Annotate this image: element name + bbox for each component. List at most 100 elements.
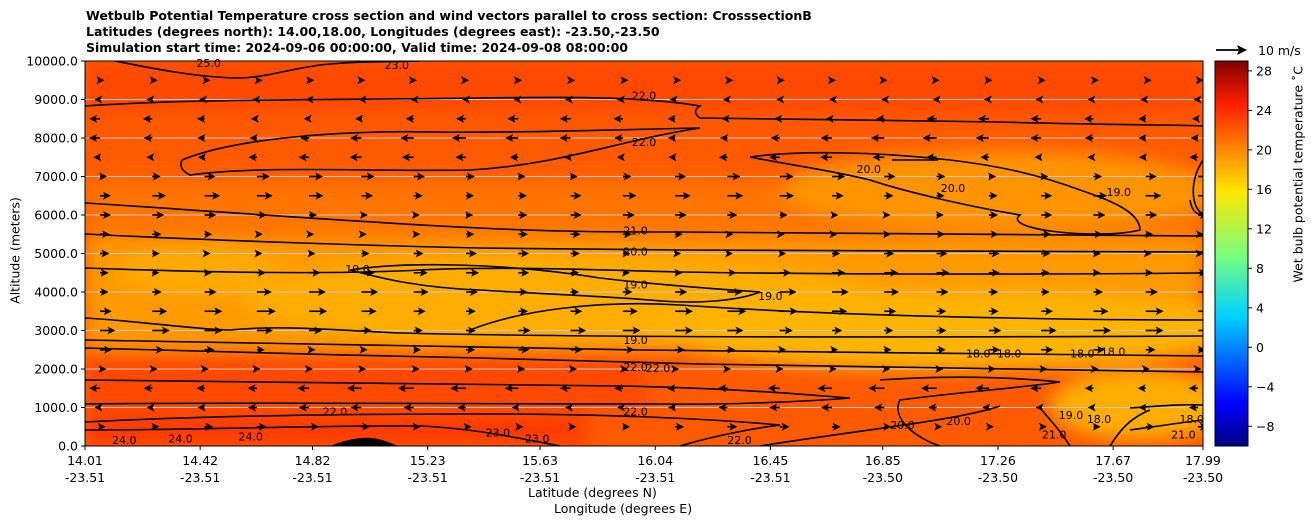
- wind-vector: [1093, 307, 1109, 316]
- contour-label: 19.0: [1106, 186, 1131, 199]
- contour-label: 22.0: [623, 405, 648, 418]
- wind-vector: [361, 191, 374, 200]
- wind-vector: [727, 211, 738, 219]
- wind-vector: [1030, 114, 1042, 123]
- wind-vector: [872, 153, 885, 162]
- wind-vector: [94, 95, 103, 104]
- wind-vector: [152, 211, 165, 219]
- wind-vector: [518, 230, 528, 239]
- wind-vector: [775, 365, 784, 373]
- wind-vector: [397, 384, 414, 393]
- y-tick-label: 5000.0: [34, 246, 78, 261]
- wind-vector: [932, 95, 941, 104]
- wind-vector: [985, 422, 994, 431]
- contour-label: 20.0: [890, 419, 915, 432]
- contour-22-lower-right: [759, 405, 1001, 446]
- wind-vector: [622, 326, 641, 335]
- wind-vector: [256, 268, 266, 277]
- wind-vector: [980, 153, 989, 162]
- wind-vector: [93, 153, 102, 162]
- colorbar-ticks: 28 24 20 16 12 8 4 0 −4 −8: [1248, 63, 1274, 434]
- wind-vector: [204, 307, 223, 316]
- wind-vector: [305, 95, 314, 104]
- wind-vector: [567, 76, 576, 85]
- wind-vector: [1198, 194, 1203, 197]
- wind-vector: [1084, 384, 1094, 393]
- title-line-2: Latitudes (degrees north): 14.00,18.00, …: [86, 24, 660, 39]
- wind-vector: [1193, 95, 1202, 104]
- wind-vector: [884, 326, 894, 335]
- wind-vector: [358, 95, 367, 104]
- x-tick-label-lon: -23.50: [978, 470, 1018, 485]
- wind-vector: [204, 288, 217, 296]
- wind-vector: [674, 230, 683, 239]
- wind-vector: [1087, 95, 1096, 104]
- wind-vector: [988, 288, 999, 296]
- contour-label: 22.0: [323, 405, 348, 418]
- wind-vector: [821, 403, 832, 412]
- wind-vector: [671, 365, 680, 373]
- wind-vector: [934, 422, 943, 431]
- wind-vector: [357, 76, 366, 85]
- wind-vector: [466, 268, 480, 277]
- wind-vector: [1041, 326, 1057, 335]
- wind-vector: [143, 384, 153, 393]
- colorbar-tick-label: −8: [1256, 419, 1274, 434]
- wind-vector: [200, 365, 209, 373]
- wind-vector: [569, 172, 578, 181]
- wind-vector: [727, 307, 747, 316]
- contour-label: 20.0: [946, 415, 971, 428]
- contour-19-right: [1192, 159, 1203, 216]
- x-axis: 14.01 -23.51 14.42 -23.51 14.82 -23.51 15.23 -2…: [65, 446, 1223, 485]
- wind-vector: [413, 307, 426, 316]
- wind-vector: [256, 191, 273, 200]
- wind-vector: [559, 134, 571, 142]
- wind-vector: [620, 365, 629, 373]
- wind-vector: [935, 211, 944, 219]
- x-tick-label-lat: 14.01: [67, 453, 103, 468]
- contour-18: [85, 347, 1203, 373]
- wind-vector: [361, 268, 375, 277]
- wind-vector: [350, 134, 362, 142]
- contour-21-lower: [85, 413, 781, 446]
- contour-19-lower: [469, 302, 1203, 331]
- wind-vector: [466, 326, 476, 335]
- wind-vector: [988, 249, 1000, 258]
- wind-vector: [876, 114, 885, 123]
- wind-vector: [309, 191, 324, 200]
- wind-vector: [358, 365, 367, 373]
- wind-vector: [152, 288, 162, 296]
- wind-vector: [617, 403, 626, 412]
- wind-vector: [1145, 191, 1162, 200]
- contour-label: 24.0: [168, 432, 193, 445]
- wind-vector: [94, 403, 103, 412]
- wind-vector: [725, 230, 734, 239]
- wind-vector: [254, 230, 263, 239]
- contour-label: 22.0: [727, 434, 752, 447]
- wind-vector: [355, 114, 364, 123]
- title-line-1: Wetbulb Potential Temperature cross sect…: [86, 8, 812, 23]
- contour-label: 23.0: [486, 427, 511, 440]
- wind-vector: [361, 422, 371, 431]
- wind-vector: [248, 153, 257, 162]
- wind-vector: [518, 211, 528, 219]
- contour-19-right2: [1109, 409, 1151, 446]
- wind-vector: [464, 365, 473, 373]
- wind-vector: [936, 230, 945, 239]
- contour-25: [114, 61, 421, 79]
- wind-vector: [568, 365, 577, 373]
- wind-vector: [668, 403, 677, 412]
- colorbar-tick-label: 12: [1256, 221, 1272, 236]
- wind-vector: [405, 114, 414, 123]
- contour-label: 22.0: [632, 90, 657, 103]
- wind-vector: [1145, 345, 1156, 354]
- wind-vector: [675, 288, 688, 296]
- wind-vector: [412, 422, 421, 431]
- wind-vector: [727, 172, 741, 181]
- wind-vector: [254, 76, 263, 85]
- wind-vector: [825, 114, 834, 123]
- wind-vector: [89, 114, 100, 123]
- wind-vector: [721, 114, 730, 123]
- wind-vector: [149, 76, 158, 85]
- wind-vector: [309, 326, 323, 335]
